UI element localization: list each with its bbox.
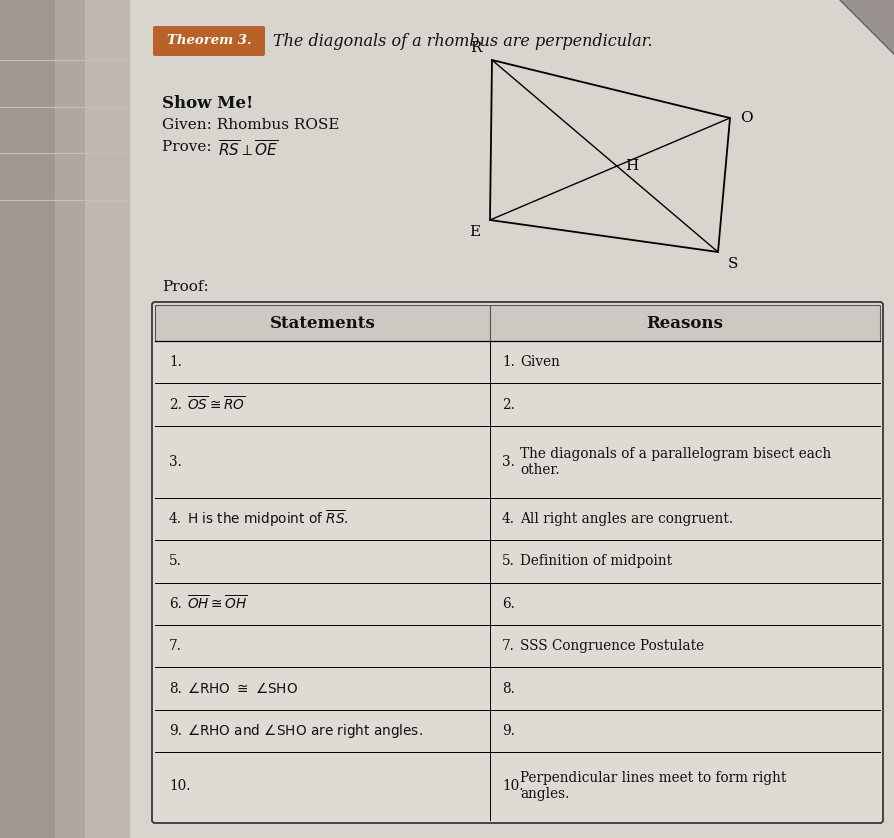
Text: Theorem 3.: Theorem 3. (166, 34, 251, 48)
Text: The diagonals of a rhombus are perpendicular.: The diagonals of a rhombus are perpendic… (273, 33, 652, 49)
Text: Proof:: Proof: (162, 280, 208, 294)
Text: 7.: 7. (502, 639, 514, 653)
Text: 2.: 2. (169, 397, 181, 411)
Text: Reasons: Reasons (645, 314, 722, 332)
Text: 6.: 6. (502, 597, 514, 611)
Text: O: O (739, 111, 752, 125)
Text: The diagonals of a parallelogram bisect each: The diagonals of a parallelogram bisect … (519, 447, 831, 461)
Text: 3.: 3. (502, 455, 514, 468)
Text: 10.: 10. (169, 779, 190, 793)
Bar (0, 0, 130, 838)
Bar (0, 0, 55, 838)
Text: Given: Given (519, 355, 560, 370)
Bar (489, 305, 879, 341)
Text: 3.: 3. (169, 455, 181, 468)
Text: other.: other. (519, 463, 559, 477)
Text: R: R (470, 41, 482, 55)
Polygon shape (839, 0, 894, 55)
Text: 10.: 10. (502, 779, 523, 793)
Text: 2.: 2. (502, 397, 514, 411)
Bar (130, 0, 894, 838)
Text: Prove:: Prove: (162, 140, 216, 154)
Bar (0, 0, 85, 838)
Text: 8.: 8. (502, 681, 514, 696)
Text: 9.: 9. (169, 724, 181, 738)
Bar (155, 305, 489, 341)
Text: 5.: 5. (502, 555, 514, 568)
Text: Definition of midpoint: Definition of midpoint (519, 555, 671, 568)
Text: H: H (624, 159, 637, 173)
Text: Given: Rhombus ROSE: Given: Rhombus ROSE (162, 118, 339, 132)
Text: 7.: 7. (169, 639, 181, 653)
Text: $\overline{OH} \cong \overline{OH}$: $\overline{OH} \cong \overline{OH}$ (187, 595, 248, 613)
Text: angles.: angles. (519, 787, 569, 801)
FancyBboxPatch shape (152, 302, 882, 823)
Text: 4.: 4. (502, 512, 514, 526)
Text: All right angles are congruent.: All right angles are congruent. (519, 512, 732, 526)
Text: $\angle$RHO $\cong$ $\angle$SHO: $\angle$RHO $\cong$ $\angle$SHO (187, 681, 298, 696)
Text: Show Me!: Show Me! (162, 95, 253, 112)
Text: 4.: 4. (169, 512, 181, 526)
Text: 1.: 1. (169, 355, 181, 370)
Text: 6.: 6. (169, 597, 181, 611)
Text: $\overline{RS} \perp \overline{OE}$: $\overline{RS} \perp \overline{OE}$ (218, 140, 278, 160)
Text: S: S (727, 257, 738, 271)
Text: $\overline{OS} \cong \overline{RO}$: $\overline{OS} \cong \overline{RO}$ (187, 396, 245, 414)
Text: 1.: 1. (502, 355, 514, 370)
Text: Perpendicular lines meet to form right: Perpendicular lines meet to form right (519, 771, 786, 785)
Text: 9.: 9. (502, 724, 514, 738)
Text: 5.: 5. (169, 555, 181, 568)
FancyBboxPatch shape (153, 26, 265, 56)
Text: Statements: Statements (269, 314, 375, 332)
Text: $\angle$RHO and $\angle$SHO are right angles.: $\angle$RHO and $\angle$SHO are right an… (187, 722, 423, 740)
Text: 8.: 8. (169, 681, 181, 696)
Text: H is the midpoint of $\overline{RS}$.: H is the midpoint of $\overline{RS}$. (187, 509, 349, 530)
Text: SSS Congruence Postulate: SSS Congruence Postulate (519, 639, 704, 653)
Text: E: E (468, 225, 479, 239)
